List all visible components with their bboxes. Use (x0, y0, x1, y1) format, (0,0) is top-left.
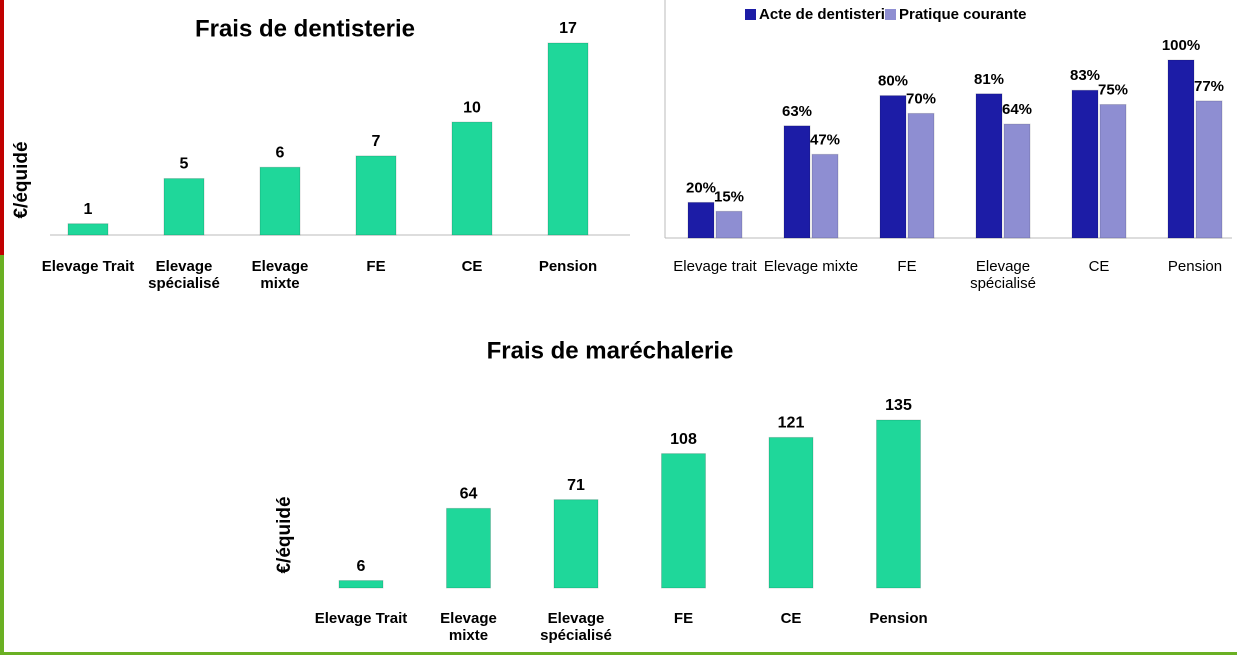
x-tick-label: Pension (538, 258, 598, 275)
bar (547, 42, 589, 236)
bar (811, 153, 839, 239)
chart-title: Frais de maréchalerie (487, 337, 734, 364)
x-tick-label: CE (780, 610, 802, 627)
bar (687, 201, 715, 239)
bar (975, 93, 1003, 239)
data-label: 70% (906, 90, 936, 107)
bar (446, 507, 491, 589)
y-axis-label: €/équidé (11, 141, 32, 218)
data-label: 77% (1194, 78, 1224, 95)
x-tick-label: Elevage Trait (314, 610, 408, 627)
x-tick-label: CE (1088, 258, 1110, 275)
bar (661, 453, 706, 589)
bar (1071, 89, 1099, 239)
data-label: 17 (559, 20, 577, 37)
bar (783, 125, 811, 239)
bar (355, 155, 397, 236)
x-tick-label: Elevage mixte (251, 258, 309, 292)
x-tick-label: Elevage spécialisé (540, 610, 612, 644)
bar (259, 166, 301, 236)
data-label: 75% (1098, 81, 1128, 98)
bar (876, 419, 921, 589)
bar (879, 95, 907, 239)
bar (715, 210, 743, 239)
x-tick-label: Pension (869, 610, 928, 627)
data-label: 64% (1002, 101, 1032, 118)
data-label: 121 (778, 415, 805, 432)
x-tick-label: FE (673, 610, 694, 627)
chart-title: Frais de dentisterie (195, 15, 415, 42)
x-tick-label: FE (897, 258, 917, 275)
data-label: 6 (276, 144, 285, 161)
data-label: 100% (1162, 37, 1200, 54)
data-label: 5 (180, 156, 189, 173)
legend-swatch (885, 9, 896, 20)
accent-bar (0, 255, 4, 655)
data-label: 7 (372, 133, 381, 150)
data-label: 6 (357, 558, 366, 575)
data-label: 80% (878, 73, 908, 90)
data-label: 63% (782, 103, 812, 120)
x-tick-label: Elevage trait (673, 258, 757, 275)
x-tick-label: CE (461, 258, 483, 275)
x-tick-label: Pension (1167, 258, 1223, 275)
bar (67, 223, 109, 236)
x-tick-label: Elevage mixte (440, 610, 497, 644)
data-label: 47% (810, 131, 840, 148)
bar (1167, 59, 1195, 239)
bar (907, 112, 935, 239)
x-tick-label: Elevage spécialisé (148, 258, 220, 292)
x-tick-label: Elevage spécialisé (970, 258, 1036, 292)
data-label: 10 (463, 99, 481, 116)
x-tick-label: Elevage mixte (763, 258, 859, 275)
data-label: 83% (1070, 67, 1100, 84)
data-label: 108 (670, 431, 697, 448)
legend-label: Acte de dentisterie (759, 6, 893, 23)
bar (451, 121, 493, 236)
y-axis-label: €/équidé (274, 496, 295, 573)
data-label: 15% (714, 188, 744, 205)
legend-label: Pratique courante (899, 6, 1027, 23)
legend-swatch (745, 9, 756, 20)
x-tick-label: FE (366, 258, 386, 275)
bar (768, 436, 814, 589)
bar (553, 499, 599, 589)
data-label: 20% (686, 179, 716, 196)
data-label: 71 (567, 477, 585, 494)
bar (1195, 100, 1223, 239)
data-label: 64 (460, 486, 478, 503)
data-label: 135 (885, 397, 912, 414)
bar (1099, 104, 1127, 239)
bar (163, 178, 205, 236)
accent-bar (0, 0, 4, 255)
bar (338, 580, 384, 589)
data-label: 1 (84, 201, 93, 218)
accent-bar (0, 652, 1237, 655)
bar (1003, 123, 1031, 239)
x-tick-label: Elevage Trait (41, 258, 135, 275)
data-label: 81% (974, 71, 1004, 88)
